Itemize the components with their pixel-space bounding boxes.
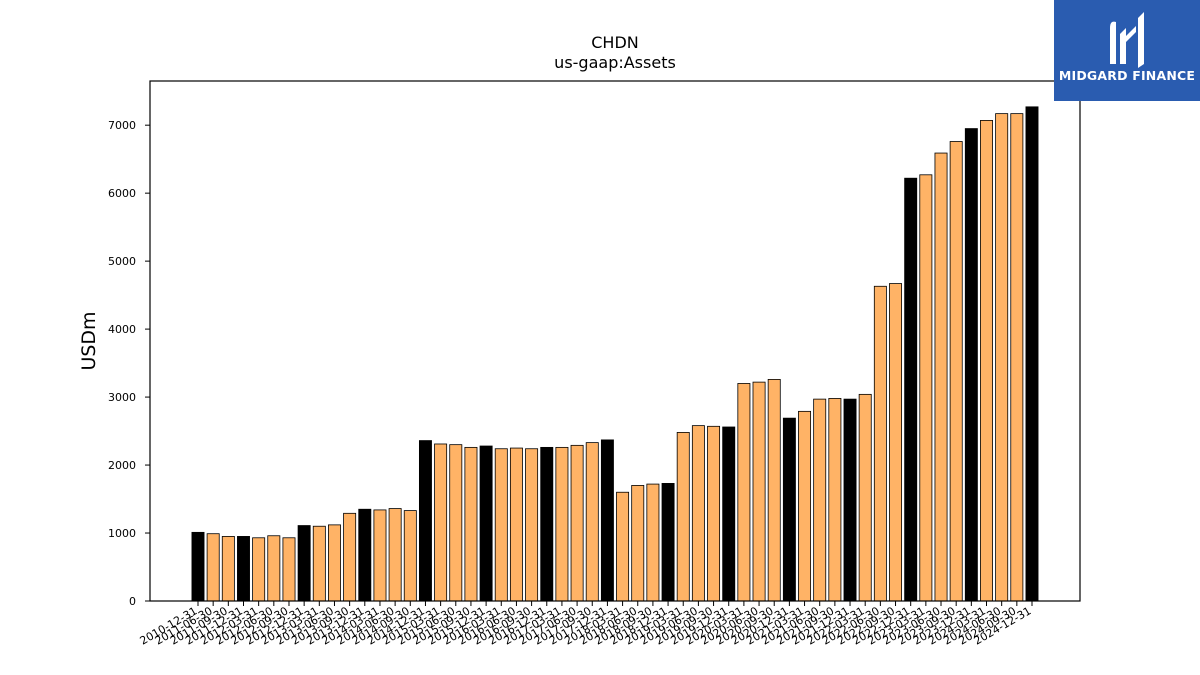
y-tick-label: 4000: [108, 323, 136, 336]
x-ticks-group: 2010-12-312011-06-302011-09-302011-12-31…: [138, 601, 1034, 648]
bar-2014-12-31: [418, 440, 432, 602]
bar-2022-06-30: [873, 285, 887, 602]
bar-2013-03-31: [312, 525, 326, 602]
bar-2014-06-30: [388, 508, 402, 602]
bar-2015-12-31: [479, 445, 493, 602]
bar-2012-12-31: [297, 525, 311, 602]
bar-2019-03-31: [676, 432, 690, 602]
bar-2020-12-31: [782, 417, 796, 602]
bar-2024-09-30: [1010, 113, 1024, 602]
plot-frame: [149, 80, 1081, 602]
bar-2024-06-30: [995, 113, 1009, 602]
bar-2013-06-30: [328, 524, 341, 602]
midgard-logo-icon: [1110, 12, 1144, 68]
bar-2017-03-31: [555, 446, 569, 602]
bar-2014-03-31: [373, 509, 387, 602]
bar-2011-09-30: [221, 536, 235, 602]
bars-group: [191, 106, 1039, 602]
bar-2024-03-31: [980, 120, 993, 602]
logo-text: MIDGARD FINANCE: [1058, 68, 1196, 83]
bar-2013-12-31: [358, 508, 372, 602]
bar-2020-03-31: [737, 383, 751, 602]
bar-2021-09-30: [828, 398, 842, 602]
bar-2017-12-31: [600, 439, 614, 602]
y-tick-label: 1000: [108, 527, 136, 540]
bar-2013-09-30: [343, 512, 357, 602]
y-tick-label: 3000: [108, 391, 136, 404]
chart-title: CHDN: [591, 33, 639, 52]
bar-2018-12-31: [661, 483, 675, 602]
y-tick-label: 0: [129, 595, 136, 608]
y-tick-label: 5000: [108, 255, 136, 268]
bar-2022-12-31: [904, 177, 918, 602]
bar-2012-03-31: [252, 537, 266, 602]
bar-2021-03-31: [798, 410, 812, 602]
bar-2022-09-30: [889, 283, 902, 602]
bar-2011-12-31: [237, 536, 250, 602]
bar-2016-03-31: [494, 448, 508, 602]
bar-2023-06-30: [934, 152, 948, 602]
bar-2020-06-30: [752, 381, 766, 602]
bar-2011-06-30: [206, 533, 220, 602]
bar-2018-09-30: [646, 483, 660, 602]
bar-2016-06-30: [509, 447, 523, 602]
y-ticks-group: 0 1000 2000 3000 4000 5000 6000 7000: [108, 119, 150, 608]
bar-2015-09-30: [464, 446, 478, 602]
bar-2016-09-30: [525, 448, 539, 602]
bar-2022-03-31: [858, 393, 872, 602]
bar-2018-03-31: [616, 491, 630, 602]
bar-2015-06-30: [449, 444, 463, 602]
bar-2012-09-30: [282, 537, 296, 602]
bar-2023-03-31: [919, 174, 933, 602]
bar-2010-12-31: [191, 531, 205, 602]
bar-2021-12-31: [843, 398, 857, 602]
midgard-logo: MIDGARD FINANCE: [1054, 0, 1200, 101]
bar-2016-12-31: [540, 446, 554, 602]
bar-2018-06-30: [631, 485, 645, 602]
bar-2019-12-31: [722, 426, 736, 602]
y-tick-label: 2000: [108, 459, 136, 472]
y-tick-label: 6000: [108, 187, 136, 200]
bar-2012-06-30: [267, 535, 281, 602]
y-tick-label: 7000: [108, 119, 136, 132]
bar-2014-09-30: [403, 510, 417, 602]
bar-2023-12-31: [964, 128, 978, 602]
bar-2024-12-31: [1025, 106, 1039, 602]
bar-2015-03-31: [434, 443, 448, 602]
bar-2023-09-30: [949, 141, 963, 602]
bar-2020-09-30: [767, 379, 781, 602]
bar-2019-09-30: [707, 425, 721, 602]
bar-2017-09-30: [585, 442, 599, 602]
bar-2017-06-30: [570, 444, 584, 602]
bar-2021-06-30: [813, 398, 827, 602]
chart-subtitle: us-gaap:Assets: [554, 53, 676, 72]
y-axis-label: USDm: [78, 311, 100, 370]
bar-2019-06-30: [691, 425, 705, 602]
